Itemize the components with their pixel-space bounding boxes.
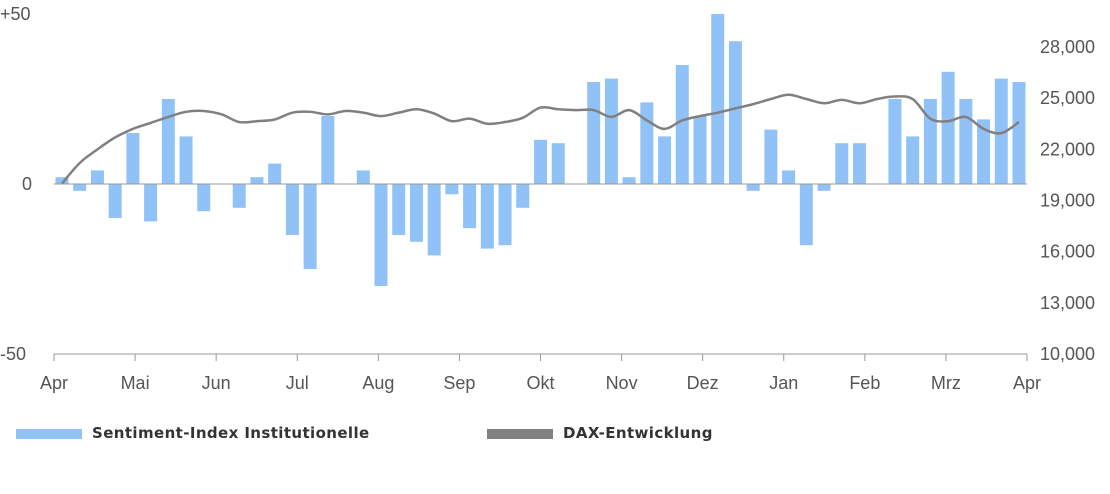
sentiment-bar <box>658 136 672 184</box>
sentiment-bar <box>604 78 618 184</box>
sentiment-bar <box>409 184 423 242</box>
sentiment-bar <box>551 143 565 184</box>
sentiment-bar <box>782 170 796 184</box>
right-tick-label: 13,000 <box>1040 293 1095 313</box>
sentiment-bar <box>853 143 866 184</box>
sentiment-bar <box>977 119 991 184</box>
sentiment-bar <box>268 163 282 184</box>
month-label: Feb <box>849 373 880 393</box>
left-tick-label: 0 <box>22 174 32 194</box>
sentiment-bar <box>728 41 742 185</box>
month-label: Sep <box>443 373 475 393</box>
sentiment-bar <box>427 184 441 256</box>
right-tick-label: 25,000 <box>1040 88 1095 108</box>
sentiment-bar <box>73 184 87 191</box>
sentiment-bar <box>534 139 547 184</box>
sentiment-bar <box>126 133 140 184</box>
legend-swatch-sentiment <box>16 429 82 439</box>
sentiment-bar <box>463 184 477 229</box>
sentiment-bar <box>693 116 707 184</box>
sentiment-bar <box>835 143 849 184</box>
month-label: Jun <box>202 373 231 393</box>
month-label: Aug <box>362 373 394 393</box>
sentiment-bar <box>622 177 636 184</box>
sentiment-bar <box>144 184 158 222</box>
sentiment-bar <box>587 82 601 184</box>
right-tick-label: 22,000 <box>1040 139 1095 159</box>
sentiment-bar <box>959 99 973 184</box>
sentiment-bar <box>817 184 831 191</box>
right-tick-label: 10,000 <box>1040 344 1095 364</box>
sentiment-bar <box>764 129 778 184</box>
sentiment-bar <box>232 184 246 208</box>
sentiment-bar <box>675 65 689 184</box>
right-tick-label: 16,000 <box>1040 242 1095 262</box>
sentiment-bar <box>392 184 406 235</box>
sentiment-bar <box>498 184 512 246</box>
month-label: Nov <box>606 373 638 393</box>
sentiment-bar <box>711 14 725 184</box>
sentiment-bar <box>161 99 175 184</box>
month-label: Mrz <box>931 373 961 393</box>
sentiment-bar <box>799 184 813 246</box>
left-tick-label: +50 <box>0 4 31 24</box>
sentiment-bar <box>108 184 122 218</box>
month-label: Jul <box>286 373 309 393</box>
sentiment-bar <box>445 184 459 195</box>
sentiment-bar <box>321 116 335 184</box>
sentiment-bar <box>303 184 317 269</box>
month-label: Mai <box>121 373 150 393</box>
dax-line <box>61 93 1020 185</box>
sentiment-bar <box>179 136 193 184</box>
sentiment-bar <box>746 184 760 191</box>
month-label: Dez <box>687 373 719 393</box>
sentiment-bar <box>994 78 1008 184</box>
sentiment-bar <box>90 170 104 184</box>
sentiment-bar <box>1012 82 1026 184</box>
sentiment-bar <box>888 99 902 184</box>
legend-label-dax: DAX-Entwicklung <box>563 424 713 442</box>
right-tick-label: 19,000 <box>1040 191 1095 211</box>
month-label: Jan <box>769 373 798 393</box>
sentiment-bar <box>374 184 388 286</box>
right-tick-label: 28,000 <box>1040 37 1095 57</box>
sentiment-bar <box>250 177 264 184</box>
month-label: Apr <box>40 373 68 393</box>
sentiment-bar <box>197 184 211 212</box>
legend-label-sentiment: Sentiment-Index Institutionelle <box>92 424 370 442</box>
legend-swatch-dax <box>487 429 553 439</box>
left-tick-label: -50 <box>0 344 26 364</box>
sentiment-bar <box>356 170 370 184</box>
sentiment-bar <box>55 177 69 184</box>
sentiment-bar <box>941 71 955 184</box>
sentiment-bar <box>923 99 937 184</box>
sentiment-bar <box>906 136 920 184</box>
sentiment-bar <box>640 102 654 184</box>
month-label: Apr <box>1013 373 1041 393</box>
sentiment-bar <box>516 184 530 208</box>
month-label: Okt <box>526 373 554 393</box>
sentiment-bar <box>285 184 299 235</box>
sentiment-bar <box>480 184 494 249</box>
